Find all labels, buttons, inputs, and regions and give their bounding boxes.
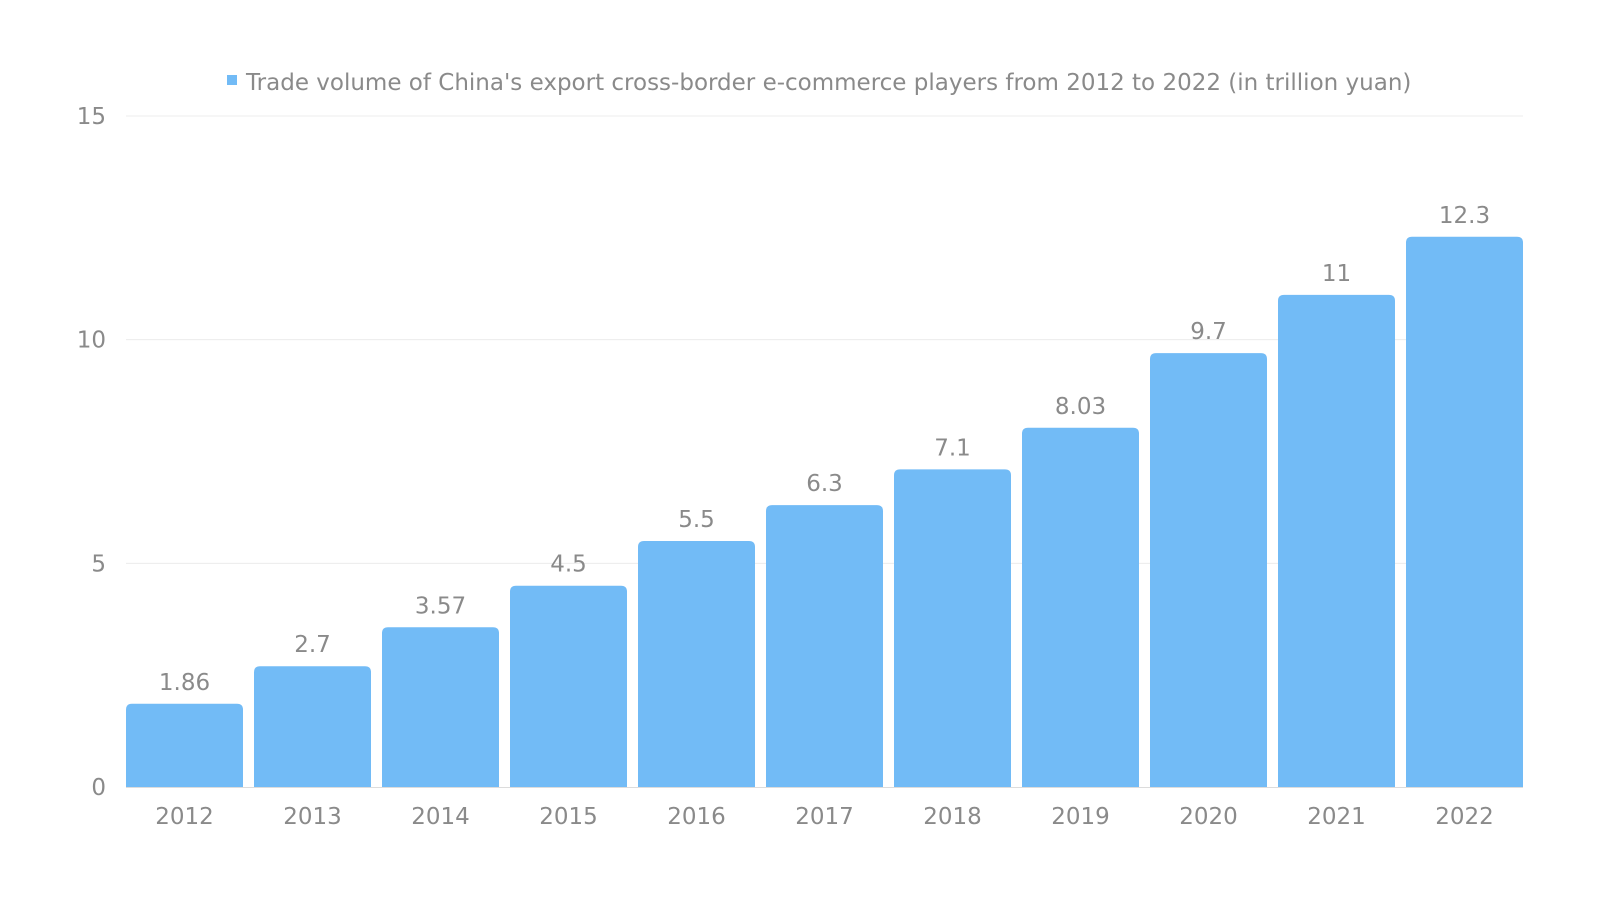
- x-tick-label: 2016: [667, 804, 726, 830]
- x-tick-label: 2014: [411, 804, 470, 830]
- x-tick-label: 2021: [1307, 804, 1366, 830]
- data-label: 8.03: [1055, 394, 1106, 420]
- bar-2014[interactable]: [382, 627, 499, 787]
- x-tick-label: 2017: [795, 804, 854, 830]
- bar-2016[interactable]: [638, 540, 755, 787]
- bar-2018[interactable]: [894, 469, 1011, 787]
- x-tick-label: 2013: [283, 804, 342, 830]
- data-label: 1.86: [159, 670, 210, 696]
- data-label: 5.5: [678, 507, 715, 533]
- bar-2015[interactable]: [510, 585, 627, 787]
- legend-swatch: [227, 75, 237, 85]
- x-tick-label: 2015: [539, 804, 598, 830]
- x-tick-label: 2022: [1435, 804, 1494, 830]
- legend[interactable]: Trade volume of China's export cross-bor…: [227, 70, 1411, 96]
- data-label: 3.57: [415, 593, 466, 619]
- bar-2020[interactable]: [1150, 353, 1267, 787]
- bar-2013[interactable]: [254, 666, 371, 787]
- data-label: 9.7: [1190, 319, 1227, 345]
- x-tick-label: 2018: [923, 804, 982, 830]
- bar-2019[interactable]: [1022, 427, 1139, 787]
- data-label: 6.3: [806, 471, 843, 497]
- data-label: 11: [1322, 261, 1351, 287]
- y-tick-label: 0: [91, 775, 106, 801]
- data-label: 2.7: [294, 632, 331, 658]
- bar-2012[interactable]: [126, 703, 243, 787]
- legend-label: Trade volume of China's export cross-bor…: [245, 70, 1411, 96]
- x-tick-label: 2019: [1051, 804, 1110, 830]
- data-label: 12.3: [1439, 203, 1490, 229]
- bar-2021[interactable]: [1278, 294, 1395, 787]
- data-label: 7.1: [934, 435, 971, 461]
- data-label: 4.5: [550, 552, 587, 578]
- bar-2017[interactable]: [766, 505, 883, 787]
- x-tick-label: 2012: [155, 804, 214, 830]
- bar-2022[interactable]: [1406, 236, 1523, 787]
- x-tick-label: 2020: [1179, 804, 1238, 830]
- y-tick-label: 5: [91, 551, 106, 577]
- y-tick-label: 15: [77, 104, 106, 130]
- y-tick-label: 10: [77, 328, 106, 354]
